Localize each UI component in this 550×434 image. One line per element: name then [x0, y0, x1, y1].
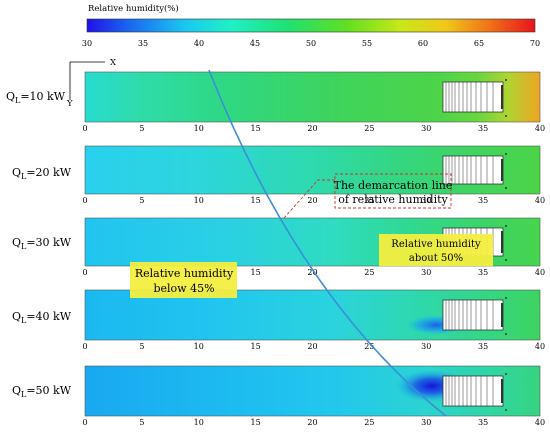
- x-tick-label: 0: [82, 124, 87, 133]
- x-tick-label: 5: [139, 124, 144, 133]
- humidity-low-annotation: Relative humidity below 45%: [130, 262, 237, 298]
- equipment-block: [442, 153, 507, 189]
- humidity-low-label-line1: Relative humidity: [135, 267, 234, 280]
- x-tick-label: 15: [251, 342, 261, 351]
- x-tick-label: 40: [535, 196, 545, 205]
- x-tick-label: 5: [139, 196, 144, 205]
- x-tick-label: 15: [251, 418, 261, 427]
- x-tick-label: 35: [478, 124, 488, 133]
- colorbar-title: Relative humidity(%): [88, 3, 179, 14]
- x-tick-label: 0: [82, 342, 87, 351]
- x-tick-label: 25: [364, 124, 374, 133]
- panel-label: QL=50 kW: [12, 384, 72, 399]
- colorbar-tick-labels: 30 35 40 45 50 55 60 65 70: [82, 39, 540, 48]
- x-tick-label: 25: [364, 342, 374, 351]
- x-tick-label: 15: [251, 124, 261, 133]
- x-tick-label: 20: [307, 268, 317, 277]
- panel-label: QL=30 kW: [12, 236, 72, 251]
- x-tick-label: 30: [421, 342, 431, 351]
- colorbar-tick-label: 30: [82, 39, 92, 48]
- demarcation-line: [208, 69, 447, 417]
- x-tick-label: 30: [421, 268, 431, 277]
- x-tick-label: 40: [535, 342, 545, 351]
- colorbar-tick-label: 45: [250, 39, 260, 48]
- x-tick-label: 30: [421, 418, 431, 427]
- panel-label: QL=10 kW: [6, 90, 66, 105]
- x-tick-label: 10: [194, 124, 204, 133]
- x-tick-label: 10: [194, 418, 204, 427]
- x-tick-label: 35: [478, 418, 488, 427]
- colorbar-tick-label: 40: [194, 39, 204, 48]
- x-tick-label: 5: [139, 342, 144, 351]
- x-tick-label: 10: [194, 342, 204, 351]
- x-tick-label: 0: [82, 418, 87, 427]
- demarcation-label-line1: The demarcation line: [334, 179, 453, 192]
- x-tick-label: 20: [307, 124, 317, 133]
- x-tick-label: 20: [307, 418, 317, 427]
- panel-labels: QL=10 kW QL=20 kW QL=30 kW QL=40 kW QL=50 kW: [6, 90, 72, 399]
- equipment-block: [442, 79, 507, 117]
- x-tick-label: 20: [307, 196, 317, 205]
- axis-y-label: Y: [66, 99, 73, 109]
- x-tick-label: 15: [251, 196, 261, 205]
- x-tick-label: 20: [307, 342, 317, 351]
- colorbar-tick-label: 55: [362, 39, 372, 48]
- humidity-low-label-line2: below 45%: [153, 282, 214, 295]
- x-tick-label: 25: [364, 418, 374, 427]
- x-tick-label: 40: [535, 124, 545, 133]
- x-tick-label: 15: [251, 268, 261, 277]
- humidity-high-label-line1: Relative humidity: [391, 239, 481, 250]
- equipment-block: [442, 297, 507, 335]
- panel-label: QL=40 kW: [12, 310, 72, 325]
- panel-label: QL=20 kW: [12, 166, 72, 181]
- colorbar-tick-label: 65: [474, 39, 484, 48]
- humidity-high-annotation: Relative humidity about 50%: [379, 234, 493, 266]
- x-tick-label: 30: [421, 196, 431, 205]
- x-tick-label: 25: [364, 196, 374, 205]
- colorbar-tick-label: 35: [138, 39, 148, 48]
- x-tick-label: 40: [535, 418, 545, 427]
- x-tick-label: 35: [478, 342, 488, 351]
- equipment-block: [442, 373, 507, 411]
- x-tick-label: 35: [478, 268, 488, 277]
- x-tick-label: 40: [535, 268, 545, 277]
- demarcation-annotation: The demarcation line of relative humidit…: [283, 173, 453, 219]
- x-tick-label: 30: [421, 124, 431, 133]
- x-tick-label: 0: [82, 268, 87, 277]
- x-tick-label: 10: [194, 196, 204, 205]
- colorbar-tick-label: 60: [418, 39, 428, 48]
- colorbar-tick-label: 70: [530, 39, 540, 48]
- x-tick-label: 35: [478, 196, 488, 205]
- x-tick-label: 25: [364, 268, 374, 277]
- axis-direction-indicator: X Y: [66, 58, 117, 109]
- colorbar-tick-label: 50: [306, 39, 316, 48]
- x-tick-label: 0: [82, 196, 87, 205]
- x-tick-labels: 0 5 10 15 20 25 30 35 40 0 5 10 15 20 25 30 35 40 0 5 10 15 20…: [82, 124, 545, 427]
- axis-x-label: X: [110, 58, 117, 68]
- x-tick-label: 5: [139, 418, 144, 427]
- humidity-high-label-line2: about 50%: [409, 253, 463, 264]
- colorbar: [86, 18, 536, 33]
- demarcation-label-line2: of relative humidity: [338, 193, 448, 206]
